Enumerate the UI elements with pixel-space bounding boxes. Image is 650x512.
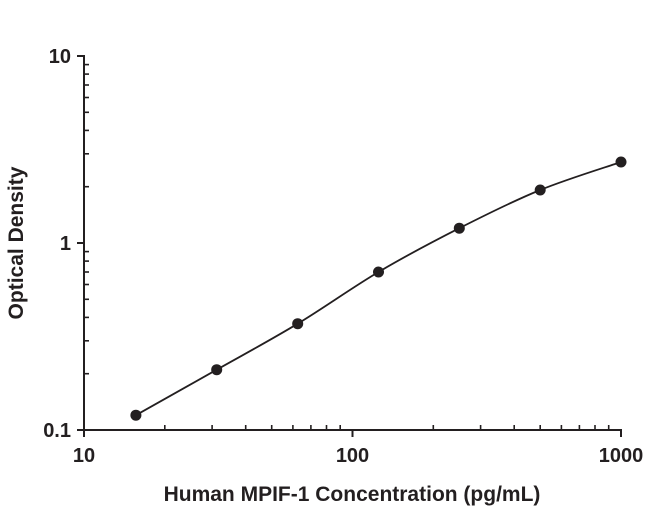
x-tick-label: 100 (336, 445, 369, 467)
axis-spines (83, 55, 622, 431)
data-point-marker (292, 318, 304, 330)
standard-curve-line (135, 161, 622, 416)
x-tick-label: 1000 (599, 445, 644, 467)
y-axis-title: Optical Density (5, 166, 28, 320)
data-point-marker (211, 364, 223, 376)
y-tick-label: 1 (60, 233, 71, 255)
x-axis-title: Human MPIF-1 Concentration (pg/mL) (163, 483, 541, 506)
data-point-marker (453, 222, 465, 234)
y-tick-label: 0.1 (43, 420, 71, 442)
x-tick-label: 10 (73, 445, 95, 467)
data-point-marker (615, 156, 627, 168)
data-point-marker (534, 184, 546, 196)
y-tick-label: 10 (49, 46, 71, 68)
data-point-marker (130, 409, 142, 421)
data-point-marker (373, 266, 384, 278)
